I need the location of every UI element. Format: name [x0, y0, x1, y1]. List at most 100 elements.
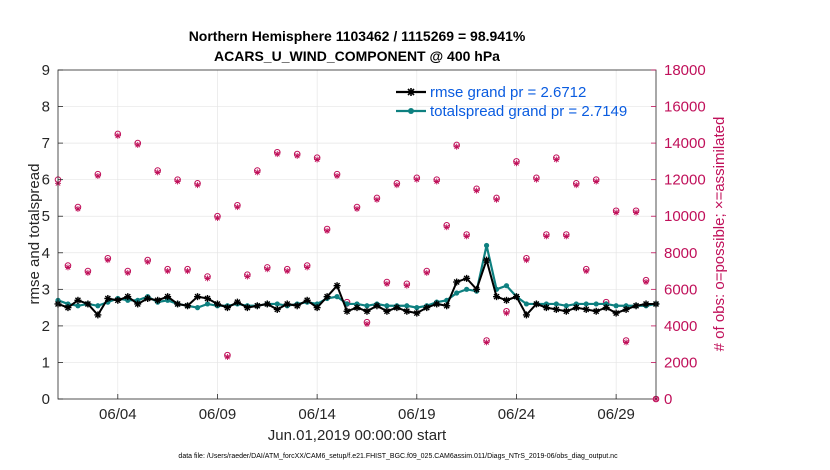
- obs-assimilated-point-32: [373, 196, 380, 203]
- series-rmse-point-52: [572, 304, 580, 312]
- series-rmse-point-22: [273, 305, 281, 313]
- series-totalspread-point-47: [523, 301, 530, 307]
- grid: [58, 70, 656, 399]
- legend-rmse-marker: [407, 88, 415, 96]
- series-totalspread-point-11: [165, 297, 171, 303]
- series-rmse-point-44: [493, 293, 501, 301]
- obs-assimilated-point-17: [224, 353, 231, 360]
- series-rmse-point-20: [253, 302, 261, 310]
- obs-assimilated-point-34: [393, 182, 400, 189]
- series-totalspread-point-57: [623, 303, 629, 309]
- obs-assimilated-point-10: [154, 169, 161, 176]
- series-rmse-point-24: [293, 302, 301, 310]
- x-axis-label: Jun.01,2019 00:00:00 start: [268, 427, 447, 444]
- obs-assimilated-point-50: [553, 156, 560, 163]
- y-right-tick-label-4: 8000: [664, 245, 697, 262]
- series-rmse-point-31: [363, 307, 371, 315]
- x-tick-label-0: 06/04: [99, 406, 137, 423]
- obs-assimilated-point-41: [463, 233, 470, 240]
- series-rmse-point-21: [263, 300, 271, 308]
- series-totalspread-point-56: [613, 303, 619, 309]
- series-rmse-point-58: [632, 302, 640, 310]
- series-totalspread-point-53: [583, 301, 589, 307]
- obs-assimilated-point-11: [164, 268, 171, 275]
- series-totalspread-point-36: [414, 305, 420, 311]
- series-rmse-point-2: [74, 296, 82, 304]
- series-rmse-point-16: [213, 300, 221, 308]
- y-tick-label-1: 1: [42, 354, 50, 371]
- series-rmse-point-26: [313, 304, 321, 312]
- series-rmse-point-43: [483, 256, 491, 264]
- y-right-tick-label-1: 2000: [664, 354, 697, 371]
- series-rmse-point-33: [383, 307, 391, 315]
- obs-assimilated-point-52: [573, 182, 580, 189]
- series-rmse-point-3: [84, 300, 92, 308]
- series-rmse-point-13: [184, 302, 192, 310]
- obs-assimilated-point-58: [633, 209, 640, 216]
- series-totalspread-point-35: [404, 303, 410, 309]
- chart-subtitle: ACARS_U_WIND_COMPONENT @ 400 hPa: [214, 48, 500, 64]
- obs-assimilated-point-39: [443, 224, 450, 231]
- series-rmse-point-59: [642, 300, 650, 308]
- obs-assimilated-point-45: [503, 310, 510, 317]
- y-right-tick-label-6: 12000: [664, 172, 706, 189]
- series-rmse-point-48: [532, 300, 540, 308]
- obs-assimilated-point-59: [643, 279, 650, 286]
- y-right-tick-label-0: 0: [664, 391, 672, 408]
- obs-assimilated-point-54: [593, 178, 600, 185]
- obs-assimilated-point-48: [533, 176, 540, 183]
- plot-frame: [57, 69, 657, 400]
- series-rmse-point-12: [174, 300, 182, 308]
- series-totalspread-point-8: [135, 297, 141, 303]
- series-rmse-point-47: [522, 311, 530, 319]
- obs-assimilated-point-24: [294, 152, 301, 159]
- obs-assimilated-point-7: [124, 269, 131, 276]
- series-rmse-point-32: [373, 302, 381, 310]
- y-tick-label-7: 7: [42, 135, 50, 152]
- chart-title: Northern Hemisphere 1103462 / 1115269 = …: [189, 28, 526, 44]
- series-rmse-point-6: [114, 296, 122, 304]
- series-rmse-point-38: [433, 300, 441, 308]
- series-rmse-point-50: [552, 305, 560, 313]
- series-totalspread-point-1: [65, 301, 71, 307]
- series-totalspread-point-14: [194, 305, 201, 311]
- obs-assimilated-point-4: [94, 173, 101, 180]
- obs-assimilated-point-30: [354, 205, 360, 212]
- obs-assimilated-point-33: [383, 280, 390, 287]
- obs-assimilated-point-12: [174, 178, 181, 185]
- obs-assimilated-point-36: [413, 176, 420, 183]
- y-right-tick-label-9: 18000: [664, 62, 706, 79]
- obs-assimilated-point-26: [314, 156, 321, 163]
- series-rmse-point-57: [622, 305, 630, 313]
- series-rmse-point-39: [443, 302, 451, 310]
- footer-data-file: data file: /Users/raeder/DAI/ATM_forcXX/…: [178, 453, 618, 460]
- x-axis: 06/04 06/09 06/14 06/19 06/24 06/29: [99, 394, 635, 423]
- series-rmse-point-18: [233, 298, 241, 306]
- series-rmse-point-42: [473, 285, 481, 293]
- legend: rmse grand pr = 2.6712 totalspread grand…: [396, 84, 627, 120]
- plot-area: [58, 70, 656, 399]
- y-tick-label-5: 5: [42, 208, 50, 225]
- obs-assimilated-point-44: [493, 196, 500, 203]
- series-totalspread-point-54: [593, 301, 599, 307]
- y-tick-label-0: 0: [42, 391, 50, 408]
- series-rmse-point-10: [154, 296, 162, 304]
- series-rmse-point-25: [303, 296, 311, 304]
- series-rmse-point-4: [94, 311, 102, 319]
- series-rmse-point-34: [393, 304, 401, 312]
- obs-assimilated-point-47: [523, 257, 530, 264]
- series-rmse-point-53: [582, 305, 590, 313]
- obs-assimilated-point-14: [194, 182, 201, 189]
- series-rmse-point-23: [283, 300, 291, 308]
- series-totalspread-point-41: [464, 286, 470, 292]
- obs-assimilated-point-5: [104, 257, 111, 264]
- obs-assimilated-point-18: [234, 204, 241, 211]
- series-totalspread-point-30: [354, 301, 360, 307]
- legend-spread-marker: [408, 108, 414, 114]
- y-right-tick-label-3: 6000: [664, 281, 697, 298]
- obs-assimilated-point-15: [204, 275, 211, 282]
- series-totalspread-point-4: [95, 303, 101, 309]
- series-rmse-point-41: [463, 274, 471, 282]
- obs-assimilated-point-19: [244, 273, 251, 280]
- obs-assimilated-point-25: [304, 264, 311, 271]
